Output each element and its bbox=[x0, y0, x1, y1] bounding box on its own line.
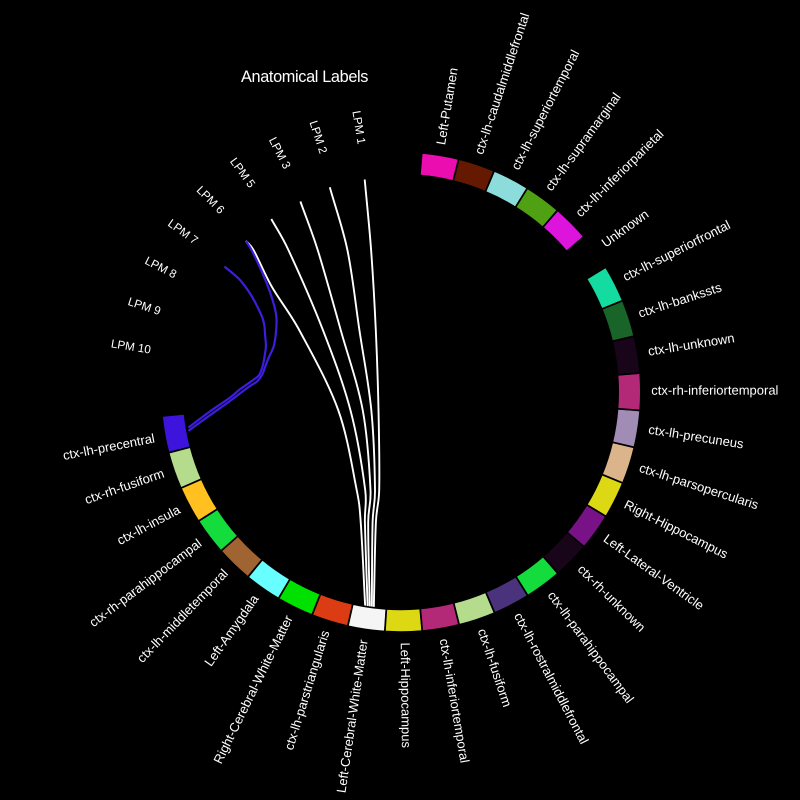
svg-text:LPM 10: LPM 10 bbox=[110, 337, 152, 356]
svg-text:Anatomical Labels: Anatomical Labels bbox=[241, 68, 368, 86]
svg-text:Left-Hippocampus: Left-Hippocampus bbox=[398, 642, 414, 748]
svg-text:LPM 1: LPM 1 bbox=[349, 110, 367, 145]
svg-text:ctx-rh-inferiortemporal: ctx-rh-inferiortemporal bbox=[651, 383, 778, 398]
